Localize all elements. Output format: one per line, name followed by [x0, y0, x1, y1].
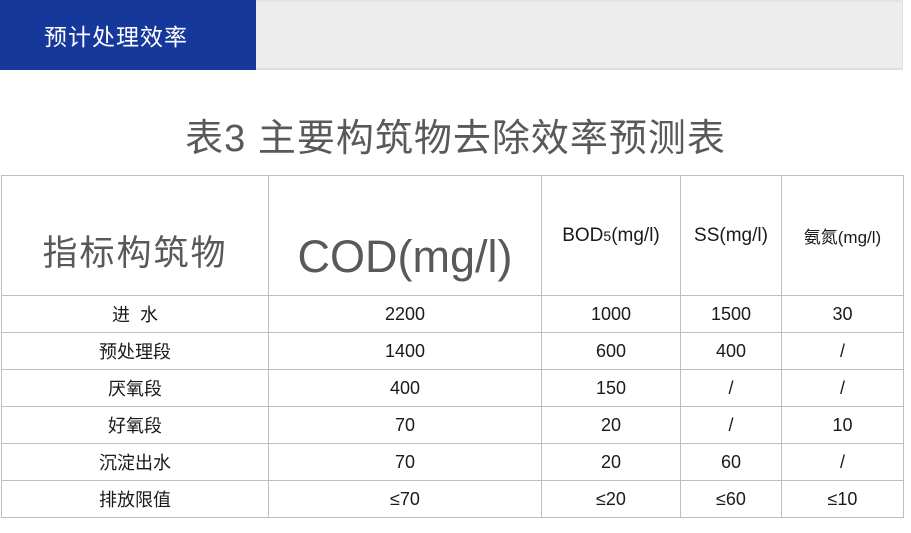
row-header: 预处理段	[1, 332, 269, 370]
cell-ammonia: ≤10	[781, 480, 904, 518]
row-header: 好氧段	[1, 406, 269, 444]
table-row-influent: 进 水 2200 1000 1500 30	[1, 295, 904, 333]
cell-cod: 2200	[268, 295, 542, 333]
cell-cod: 70	[268, 443, 542, 481]
column-header-bod5: BOD5(mg/l)	[541, 175, 681, 296]
column-header-indicator-label: 指标构筑物	[42, 234, 228, 273]
cell-bod: 20	[541, 406, 681, 444]
cell-ss: /	[680, 369, 782, 407]
cell-bod: 600	[541, 332, 681, 370]
table-title: 表3 主要构筑物去除效率预测表	[185, 118, 726, 160]
cell-ammonia: 10	[781, 406, 904, 444]
table-row-sedimentation: 沉淀出水 70 20 60 /	[1, 443, 904, 481]
cell-ammonia: /	[781, 332, 904, 370]
cell-ss: 400	[680, 332, 782, 370]
cell-bod: 1000	[541, 295, 681, 333]
cell-ammonia: /	[781, 443, 904, 481]
bod-unit: (mg/l)	[611, 224, 660, 246]
header-row: 指标构筑物 COD(mg/l) BOD5(mg/l) SS(mg/l) 氨氮(m…	[1, 175, 904, 296]
cell-cod: 1400	[268, 332, 542, 370]
cell-ammonia: 30	[781, 295, 904, 333]
cell-bod: ≤20	[541, 480, 681, 518]
bod-prefix: BOD	[562, 224, 604, 246]
cell-cod: 400	[268, 369, 542, 407]
cell-ammonia: /	[781, 369, 904, 407]
section-banner-label: 预计处理效率	[44, 24, 188, 50]
section-header: 预计处理效率	[0, 0, 911, 70]
section-banner-tab: 预计处理效率	[0, 0, 256, 70]
cell-ss: 60	[680, 443, 782, 481]
cell-ss: ≤60	[680, 480, 782, 518]
cell-bod: 150	[541, 369, 681, 407]
column-header-cod-label: COD(mg/l)	[297, 230, 513, 282]
table-row-anaerobic: 厌氧段 400 150 / /	[1, 369, 904, 407]
section-banner-bar	[256, 0, 903, 70]
cell-ss: /	[680, 406, 782, 444]
efficiency-table: 指标构筑物 COD(mg/l) BOD5(mg/l) SS(mg/l) 氨氮(m…	[1, 175, 904, 518]
cell-bod: 20	[541, 443, 681, 481]
column-header-ammonia: 氨氮(mg/l)	[781, 175, 904, 296]
table-row-pretreatment: 预处理段 1400 600 400 /	[1, 332, 904, 370]
cell-cod: 70	[268, 406, 542, 444]
row-header: 厌氧段	[1, 369, 269, 407]
table-row-discharge-limit: 排放限值 ≤70 ≤20 ≤60 ≤10	[1, 480, 904, 518]
table-row-aerobic: 好氧段 70 20 / 10	[1, 406, 904, 444]
cell-ss: 1500	[680, 295, 782, 333]
bod-subscript: 5	[603, 227, 612, 244]
column-header-indicator: 指标构筑物	[1, 175, 269, 296]
column-header-cod: COD(mg/l)	[268, 175, 542, 296]
row-header: 排放限值	[1, 480, 269, 518]
column-header-ss: SS(mg/l)	[680, 175, 782, 296]
row-header: 进 水	[1, 295, 269, 333]
cell-cod: ≤70	[268, 480, 542, 518]
row-header: 沉淀出水	[1, 443, 269, 481]
